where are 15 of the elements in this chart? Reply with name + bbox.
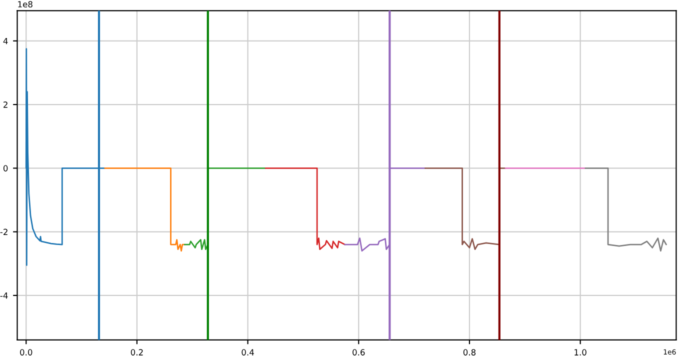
y-tick-label: -2 [0, 228, 8, 235]
y-tick-label: -4 [0, 292, 8, 299]
line-series [584, 167, 667, 252]
line-series [104, 167, 186, 252]
x-tick-label: 0.2 [130, 349, 143, 356]
x-tick-label: 0.6 [352, 349, 365, 356]
x-tick-label: 0.4 [242, 349, 254, 356]
y-tick-label: 4 [3, 38, 8, 44]
x-tick-label: 1.0 [574, 349, 586, 356]
text: 1e8 [18, 1, 32, 8]
y-tick-label: 0 [3, 165, 8, 172]
y-tick-label: 2 [4, 102, 8, 108]
x-tick-label: 0.8 [463, 349, 476, 356]
x-tick-label: 0.0 [20, 349, 32, 356]
line-series [264, 167, 346, 250]
